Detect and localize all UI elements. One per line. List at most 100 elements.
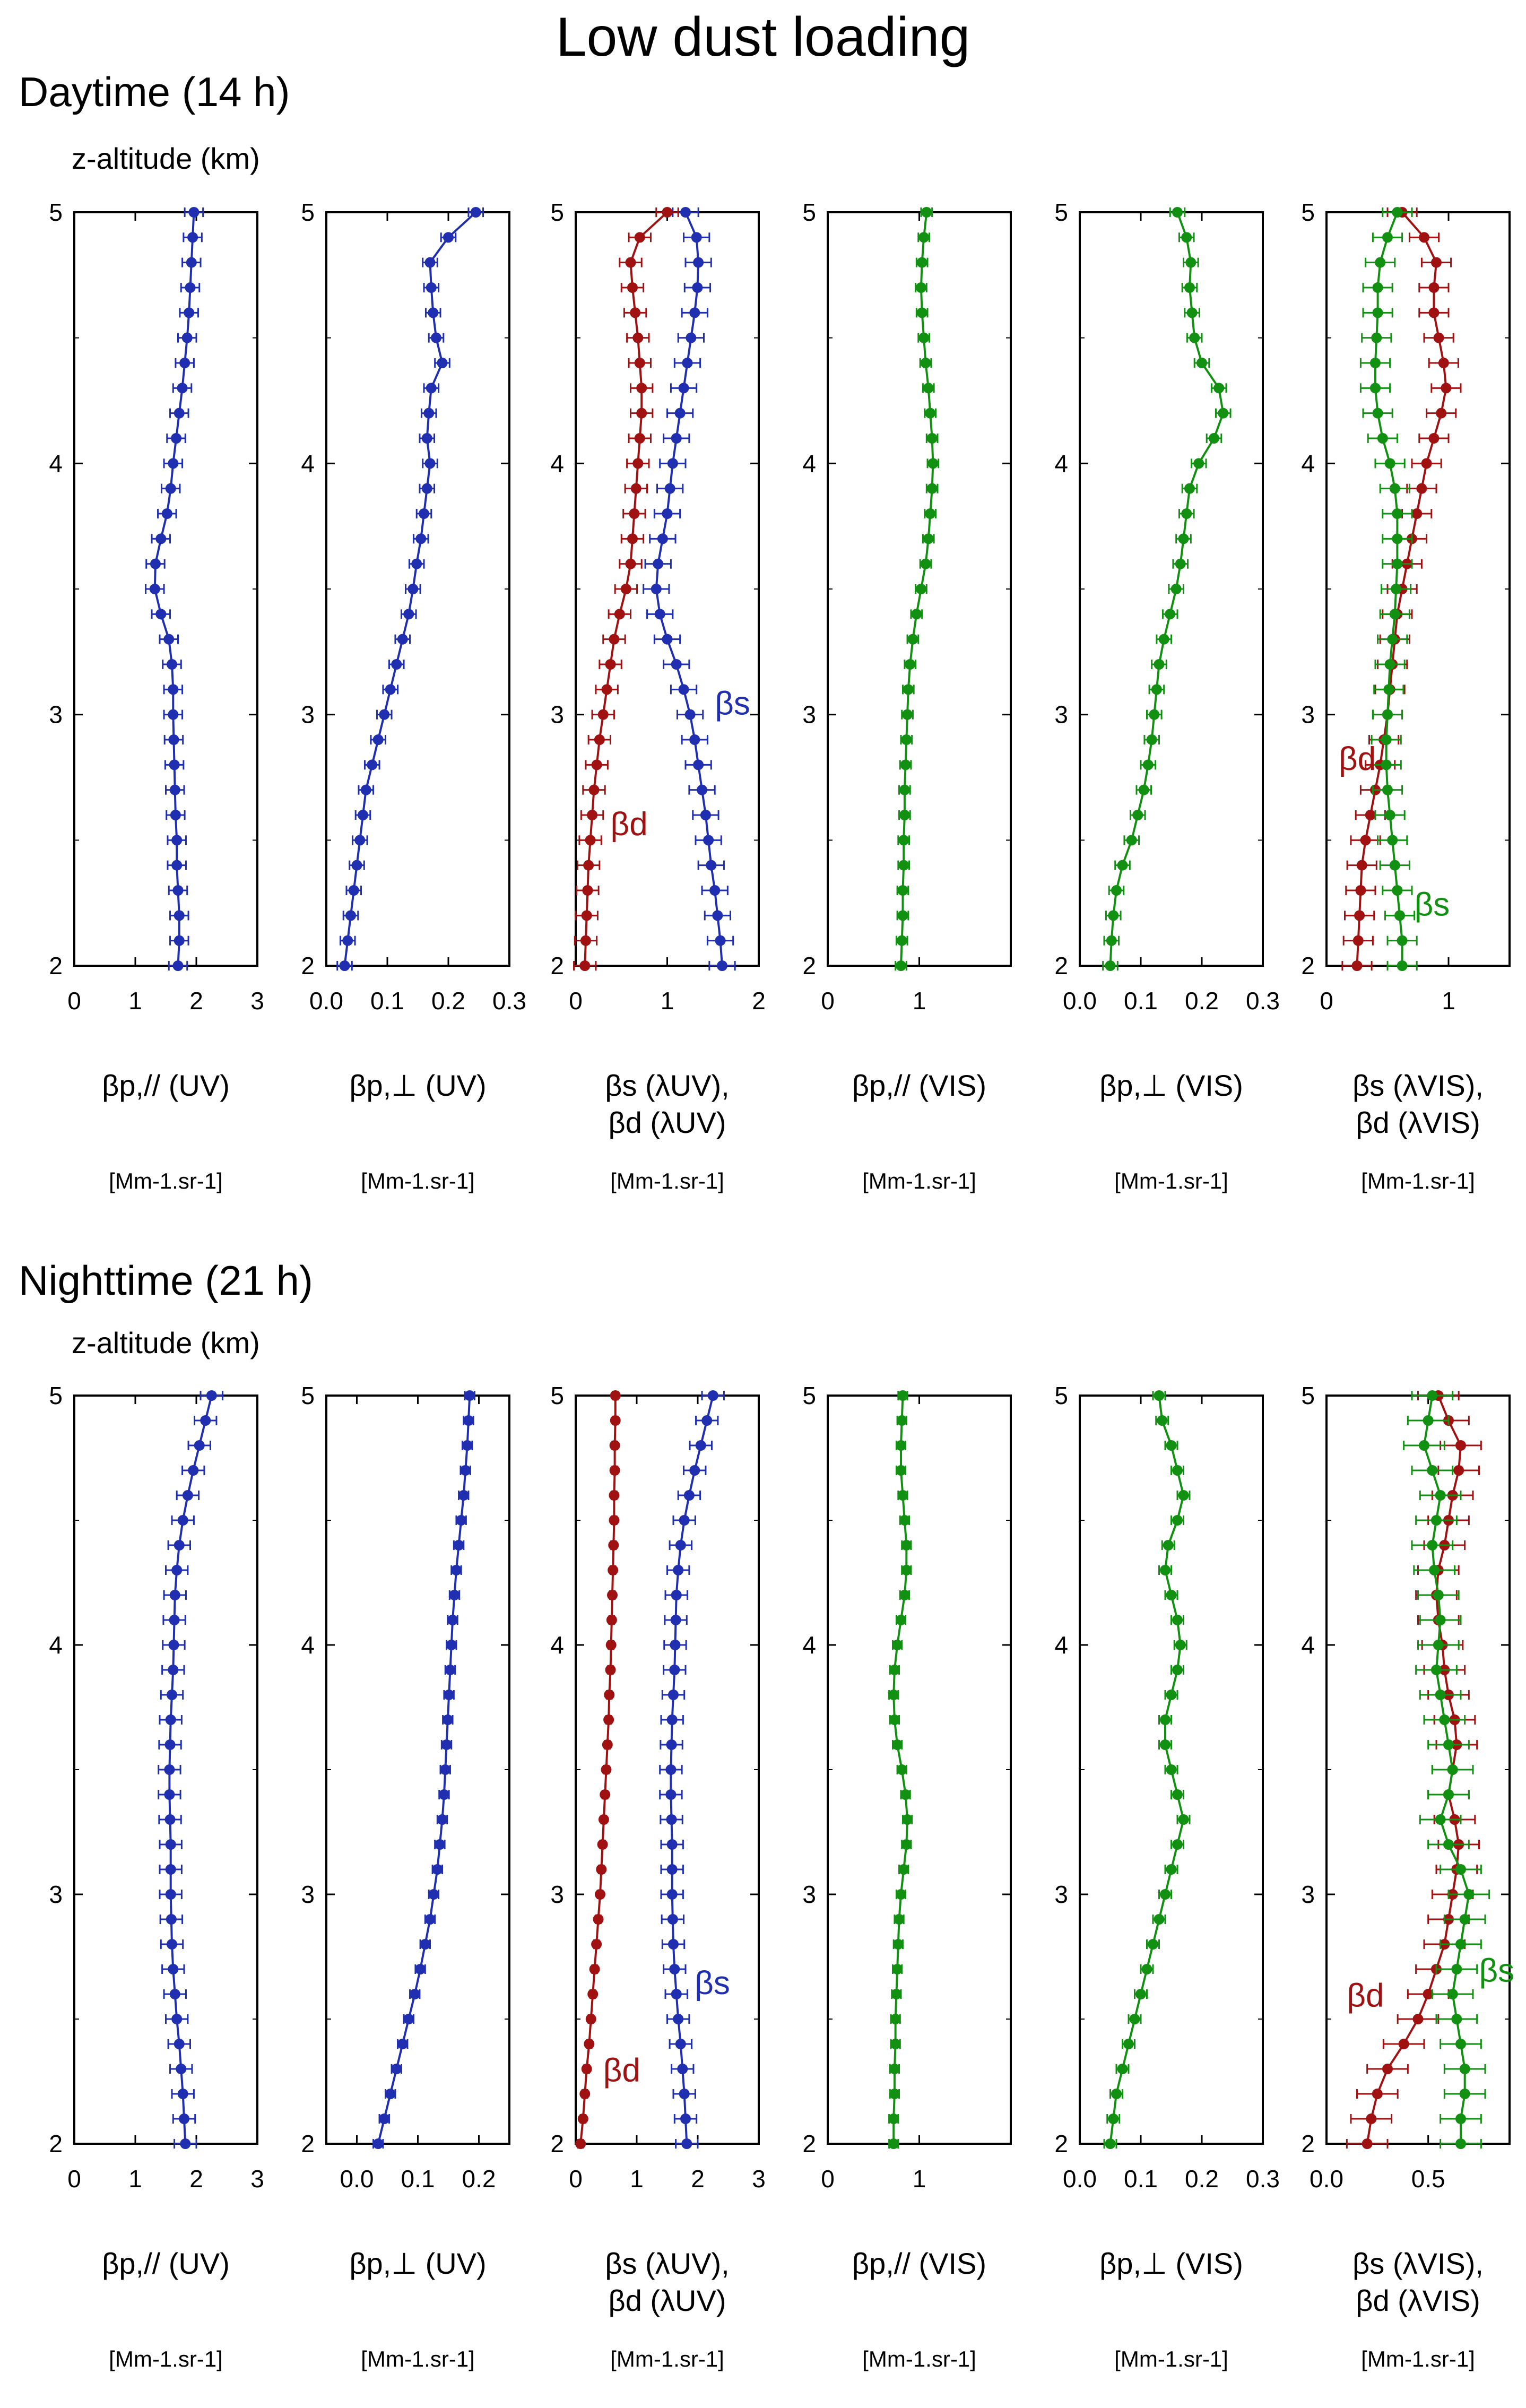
data-point — [1435, 1814, 1446, 1825]
x-axis-unit: [Mm-1.sr-1] — [1114, 1168, 1228, 1193]
data-point — [920, 558, 931, 569]
data-point — [206, 1390, 217, 1401]
data-point — [164, 1814, 176, 1825]
data-point — [345, 910, 356, 921]
data-point — [1428, 433, 1440, 444]
x-tick-label: 0 — [569, 987, 583, 1015]
data-point — [431, 332, 441, 343]
panel-day-2: 2 3 4 5 0.0 0.1 0.2 0.3 βp,⊥ (UV) [Mm-1.sr-1] — [301, 198, 526, 1193]
data-point — [1372, 307, 1383, 318]
data-point — [171, 835, 183, 846]
data-point — [625, 558, 636, 569]
data-point — [1397, 960, 1408, 971]
data-point — [166, 1914, 177, 1925]
data-point — [177, 383, 188, 394]
data-point — [689, 307, 700, 318]
data-point — [1166, 1864, 1177, 1875]
series-annotation: βd — [603, 2052, 640, 2089]
plot-frame — [827, 1394, 1012, 2145]
data-point — [169, 784, 180, 795]
plot-frame — [325, 1394, 510, 2145]
data-point — [421, 483, 432, 494]
data-point — [437, 358, 448, 368]
x-tick-label: 0 — [67, 987, 81, 1015]
x-tick-label: 0.3 — [1246, 2165, 1280, 2193]
data-point — [1105, 2138, 1116, 2149]
data-point — [1172, 1515, 1183, 1526]
y-tick-label: 4 — [301, 1631, 315, 1659]
y-tick-label: 2 — [550, 2130, 564, 2158]
data-point — [379, 2114, 390, 2124]
data-point — [600, 1789, 611, 1800]
data-point — [163, 634, 175, 645]
data-point — [596, 1864, 607, 1875]
data-point — [403, 2014, 414, 2024]
panel-day-5: 2 3 4 5 0.0 0.1 0.2 0.3 βp,⊥ (VIS) [Mm-1.sr-1] — [1054, 198, 1280, 1193]
data-point — [1419, 1440, 1429, 1451]
data-point — [587, 810, 598, 820]
data-point — [1370, 358, 1381, 368]
data-point — [634, 433, 645, 444]
data-point — [670, 1615, 681, 1625]
data-point — [339, 960, 350, 971]
data-point — [1428, 307, 1440, 318]
y-tick-label: 4 — [1301, 449, 1315, 477]
data-point — [1384, 659, 1395, 670]
data-point — [1138, 784, 1149, 795]
data-point — [707, 1390, 718, 1401]
data-point — [671, 1989, 682, 1999]
data-point — [1154, 1914, 1165, 1925]
data-point — [453, 1540, 464, 1551]
data-point — [915, 584, 926, 594]
data-point — [1459, 2064, 1470, 2074]
plot-frame — [1325, 211, 1511, 967]
y-tick-label: 4 — [301, 449, 315, 477]
data-point — [609, 1440, 620, 1451]
data-point — [1451, 1964, 1462, 1974]
x-axis-unit: [Mm-1.sr-1] — [862, 1168, 976, 1193]
data-point — [666, 1889, 678, 1900]
data-point — [918, 232, 930, 243]
plot-frame — [1325, 1394, 1511, 2145]
data-point — [1436, 408, 1447, 419]
x-tick-label: 1 — [661, 987, 674, 1015]
data-point — [1438, 358, 1449, 368]
data-point — [1382, 232, 1393, 243]
data-point — [892, 1964, 903, 1974]
y-tick-label: 5 — [49, 1382, 63, 1409]
data-point — [689, 734, 700, 745]
data-point — [630, 483, 641, 494]
data-point — [168, 1964, 179, 1974]
data-point — [905, 659, 916, 670]
y-tick-label: 3 — [1301, 1881, 1315, 1908]
data-point — [899, 784, 910, 795]
data-point — [593, 1914, 604, 1925]
data-point — [1387, 634, 1398, 645]
x-tick-label: 0.1 — [370, 987, 404, 1015]
data-point — [717, 960, 727, 971]
data-point — [446, 1640, 457, 1650]
data-point — [385, 2089, 396, 2099]
data-point — [1158, 634, 1169, 645]
data-point — [171, 860, 183, 871]
data-point — [1459, 2089, 1470, 2099]
data-point — [662, 634, 673, 645]
x-axis-label: βp,⊥ (VIS) — [1099, 2247, 1243, 2280]
data-point — [168, 1640, 179, 1650]
data-point — [899, 810, 910, 820]
y-tick-label: 2 — [550, 952, 564, 980]
data-point — [629, 508, 640, 519]
data-point — [1175, 1640, 1186, 1650]
x-axis-label: βp,// (UV) — [102, 2247, 230, 2280]
x-axis-unit: [Mm-1.sr-1] — [109, 1168, 223, 1193]
y-tick-label: 3 — [1301, 701, 1315, 729]
x-tick-label: 0.2 — [1185, 987, 1219, 1015]
data-point — [896, 935, 907, 946]
data-point — [449, 1590, 460, 1600]
data-point — [900, 759, 911, 770]
data-point — [1427, 1540, 1438, 1551]
data-point — [1160, 1739, 1170, 1750]
data-point — [896, 1764, 907, 1775]
data-point — [1365, 810, 1376, 820]
series-annotation: βd — [1347, 1978, 1384, 2014]
